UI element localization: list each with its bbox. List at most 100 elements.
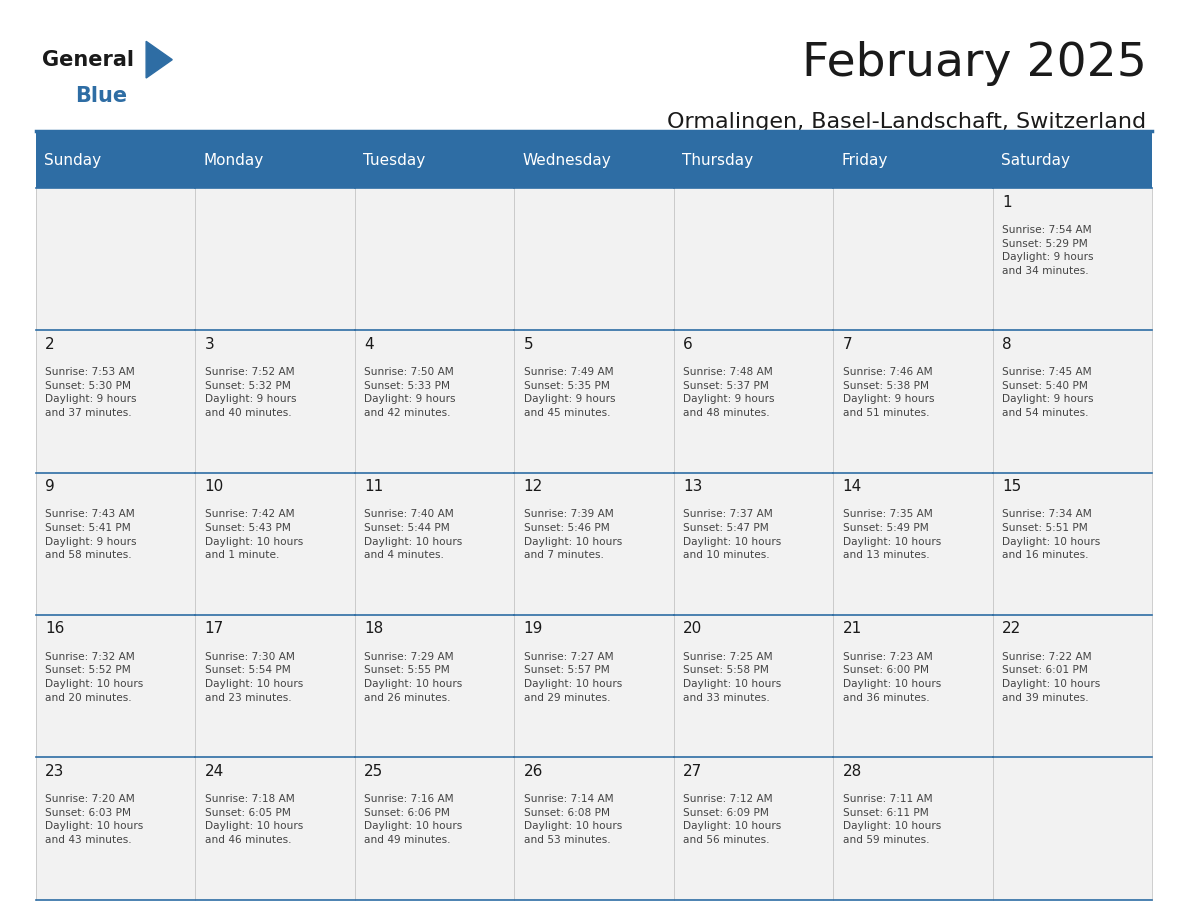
Text: Sunrise: 7:11 AM
Sunset: 6:11 PM
Daylight: 10 hours
and 59 minutes.: Sunrise: 7:11 AM Sunset: 6:11 PM Dayligh… [842,794,941,845]
Text: Sunrise: 7:46 AM
Sunset: 5:38 PM
Daylight: 9 hours
and 51 minutes.: Sunrise: 7:46 AM Sunset: 5:38 PM Dayligh… [842,367,934,418]
Bar [36,615,195,757]
Text: Sunrise: 7:42 AM
Sunset: 5:43 PM
Daylight: 10 hours
and 1 minute.: Sunrise: 7:42 AM Sunset: 5:43 PM Dayligh… [204,509,303,560]
Text: Sunrise: 7:40 AM
Sunset: 5:44 PM
Daylight: 10 hours
and 4 minutes.: Sunrise: 7:40 AM Sunset: 5:44 PM Dayligh… [365,509,462,560]
Text: Sunrise: 7:20 AM
Sunset: 6:03 PM
Daylight: 10 hours
and 43 minutes.: Sunrise: 7:20 AM Sunset: 6:03 PM Dayligh… [45,794,144,845]
Text: Wednesday: Wednesday [523,153,611,168]
Text: Sunrise: 7:16 AM
Sunset: 6:06 PM
Daylight: 10 hours
and 49 minutes.: Sunrise: 7:16 AM Sunset: 6:06 PM Dayligh… [365,794,462,845]
Bar [355,473,514,615]
Bar [355,615,514,757]
Text: 1: 1 [1003,195,1012,209]
Text: 6: 6 [683,337,693,352]
Bar [514,330,674,473]
Bar [195,615,355,757]
Text: 13: 13 [683,479,702,494]
Bar [833,188,993,330]
Text: 7: 7 [842,337,853,352]
Bar [195,473,355,615]
Bar [993,473,1152,615]
Bar [514,188,674,330]
Bar [355,757,514,900]
Bar [514,473,674,615]
Text: Ormalingen, Basel-Landschaft, Switzerland: Ormalingen, Basel-Landschaft, Switzerlan… [668,112,1146,132]
Bar [355,330,514,473]
Text: Sunrise: 7:23 AM
Sunset: 6:00 PM
Daylight: 10 hours
and 36 minutes.: Sunrise: 7:23 AM Sunset: 6:00 PM Dayligh… [842,652,941,702]
Bar [36,473,195,615]
Bar [674,757,833,900]
Text: 20: 20 [683,621,702,636]
Text: 8: 8 [1003,337,1012,352]
Bar [993,615,1152,757]
Text: Sunrise: 7:25 AM
Sunset: 5:58 PM
Daylight: 10 hours
and 33 minutes.: Sunrise: 7:25 AM Sunset: 5:58 PM Dayligh… [683,652,782,702]
Text: Sunrise: 7:27 AM
Sunset: 5:57 PM
Daylight: 10 hours
and 29 minutes.: Sunrise: 7:27 AM Sunset: 5:57 PM Dayligh… [524,652,623,702]
Text: 22: 22 [1003,621,1022,636]
Text: 19: 19 [524,621,543,636]
Text: Monday: Monday [203,153,264,168]
Bar [674,615,833,757]
Text: Saturday: Saturday [1000,153,1070,168]
Text: 11: 11 [365,479,384,494]
Bar [833,757,993,900]
Text: Sunrise: 7:22 AM
Sunset: 6:01 PM
Daylight: 10 hours
and 39 minutes.: Sunrise: 7:22 AM Sunset: 6:01 PM Dayligh… [1003,652,1100,702]
Bar [195,330,355,473]
Text: Sunrise: 7:37 AM
Sunset: 5:47 PM
Daylight: 10 hours
and 10 minutes.: Sunrise: 7:37 AM Sunset: 5:47 PM Dayligh… [683,509,782,560]
Text: Sunrise: 7:52 AM
Sunset: 5:32 PM
Daylight: 9 hours
and 40 minutes.: Sunrise: 7:52 AM Sunset: 5:32 PM Dayligh… [204,367,296,418]
Text: Sunrise: 7:50 AM
Sunset: 5:33 PM
Daylight: 9 hours
and 42 minutes.: Sunrise: 7:50 AM Sunset: 5:33 PM Dayligh… [365,367,456,418]
Text: Sunrise: 7:54 AM
Sunset: 5:29 PM
Daylight: 9 hours
and 34 minutes.: Sunrise: 7:54 AM Sunset: 5:29 PM Dayligh… [1003,225,1094,275]
Text: 26: 26 [524,764,543,778]
Bar [993,188,1152,330]
Text: Sunrise: 7:14 AM
Sunset: 6:08 PM
Daylight: 10 hours
and 53 minutes.: Sunrise: 7:14 AM Sunset: 6:08 PM Dayligh… [524,794,623,845]
Bar [195,757,355,900]
Text: Sunrise: 7:48 AM
Sunset: 5:37 PM
Daylight: 9 hours
and 48 minutes.: Sunrise: 7:48 AM Sunset: 5:37 PM Dayligh… [683,367,775,418]
Bar [833,473,993,615]
Bar [195,188,355,330]
Text: 3: 3 [204,337,214,352]
Text: 25: 25 [365,764,384,778]
Text: Sunrise: 7:43 AM
Sunset: 5:41 PM
Daylight: 9 hours
and 58 minutes.: Sunrise: 7:43 AM Sunset: 5:41 PM Dayligh… [45,509,137,560]
Bar [993,330,1152,473]
Text: 5: 5 [524,337,533,352]
Text: Sunrise: 7:45 AM
Sunset: 5:40 PM
Daylight: 9 hours
and 54 minutes.: Sunrise: 7:45 AM Sunset: 5:40 PM Dayligh… [1003,367,1094,418]
Text: Sunrise: 7:32 AM
Sunset: 5:52 PM
Daylight: 10 hours
and 20 minutes.: Sunrise: 7:32 AM Sunset: 5:52 PM Dayligh… [45,652,144,702]
Text: 15: 15 [1003,479,1022,494]
Text: General: General [42,50,133,70]
Text: Blue: Blue [75,86,127,106]
Text: 18: 18 [365,621,384,636]
Text: 10: 10 [204,479,223,494]
Text: 23: 23 [45,764,64,778]
Text: Sunrise: 7:49 AM
Sunset: 5:35 PM
Daylight: 9 hours
and 45 minutes.: Sunrise: 7:49 AM Sunset: 5:35 PM Dayligh… [524,367,615,418]
Bar [355,188,514,330]
Text: 28: 28 [842,764,862,778]
Text: Sunrise: 7:53 AM
Sunset: 5:30 PM
Daylight: 9 hours
and 37 minutes.: Sunrise: 7:53 AM Sunset: 5:30 PM Dayligh… [45,367,137,418]
Text: 27: 27 [683,764,702,778]
Text: Sunrise: 7:30 AM
Sunset: 5:54 PM
Daylight: 10 hours
and 23 minutes.: Sunrise: 7:30 AM Sunset: 5:54 PM Dayligh… [204,652,303,702]
Bar [674,330,833,473]
Text: 17: 17 [204,621,223,636]
Text: Sunrise: 7:39 AM
Sunset: 5:46 PM
Daylight: 10 hours
and 7 minutes.: Sunrise: 7:39 AM Sunset: 5:46 PM Dayligh… [524,509,623,560]
Polygon shape [146,41,172,78]
Bar [993,757,1152,900]
Text: Sunrise: 7:35 AM
Sunset: 5:49 PM
Daylight: 10 hours
and 13 minutes.: Sunrise: 7:35 AM Sunset: 5:49 PM Dayligh… [842,509,941,560]
Bar [514,615,674,757]
Bar [833,615,993,757]
Bar [833,330,993,473]
Bar [36,330,195,473]
Text: February 2025: February 2025 [802,41,1146,86]
Text: 12: 12 [524,479,543,494]
Bar [514,757,674,900]
Text: 14: 14 [842,479,862,494]
Text: 21: 21 [842,621,862,636]
Text: Sunday: Sunday [44,153,101,168]
Text: Thursday: Thursday [682,153,753,168]
Bar [674,188,833,330]
Text: Sunrise: 7:12 AM
Sunset: 6:09 PM
Daylight: 10 hours
and 56 minutes.: Sunrise: 7:12 AM Sunset: 6:09 PM Dayligh… [683,794,782,845]
Bar [674,473,833,615]
Text: 24: 24 [204,764,223,778]
Text: Sunrise: 7:18 AM
Sunset: 6:05 PM
Daylight: 10 hours
and 46 minutes.: Sunrise: 7:18 AM Sunset: 6:05 PM Dayligh… [204,794,303,845]
Text: 16: 16 [45,621,64,636]
Bar [36,757,195,900]
Text: Sunrise: 7:29 AM
Sunset: 5:55 PM
Daylight: 10 hours
and 26 minutes.: Sunrise: 7:29 AM Sunset: 5:55 PM Dayligh… [365,652,462,702]
Text: Tuesday: Tuesday [362,153,425,168]
Bar [36,188,195,330]
Text: 2: 2 [45,337,55,352]
Bar [36,133,1152,188]
